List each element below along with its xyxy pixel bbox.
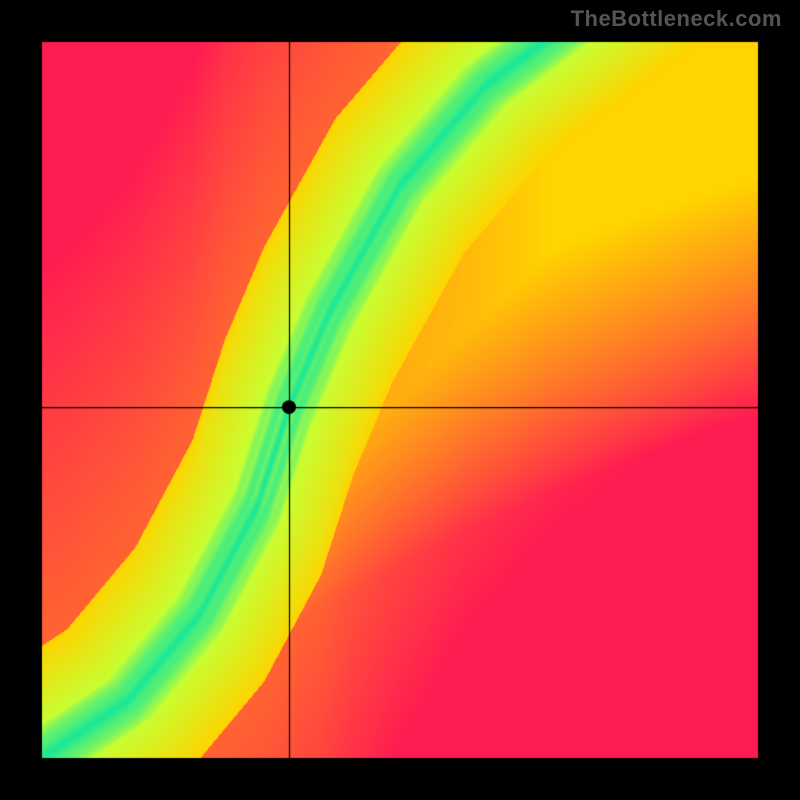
- watermark-text: TheBottleneck.com: [571, 6, 782, 32]
- bottleneck-heatmap: [0, 0, 800, 800]
